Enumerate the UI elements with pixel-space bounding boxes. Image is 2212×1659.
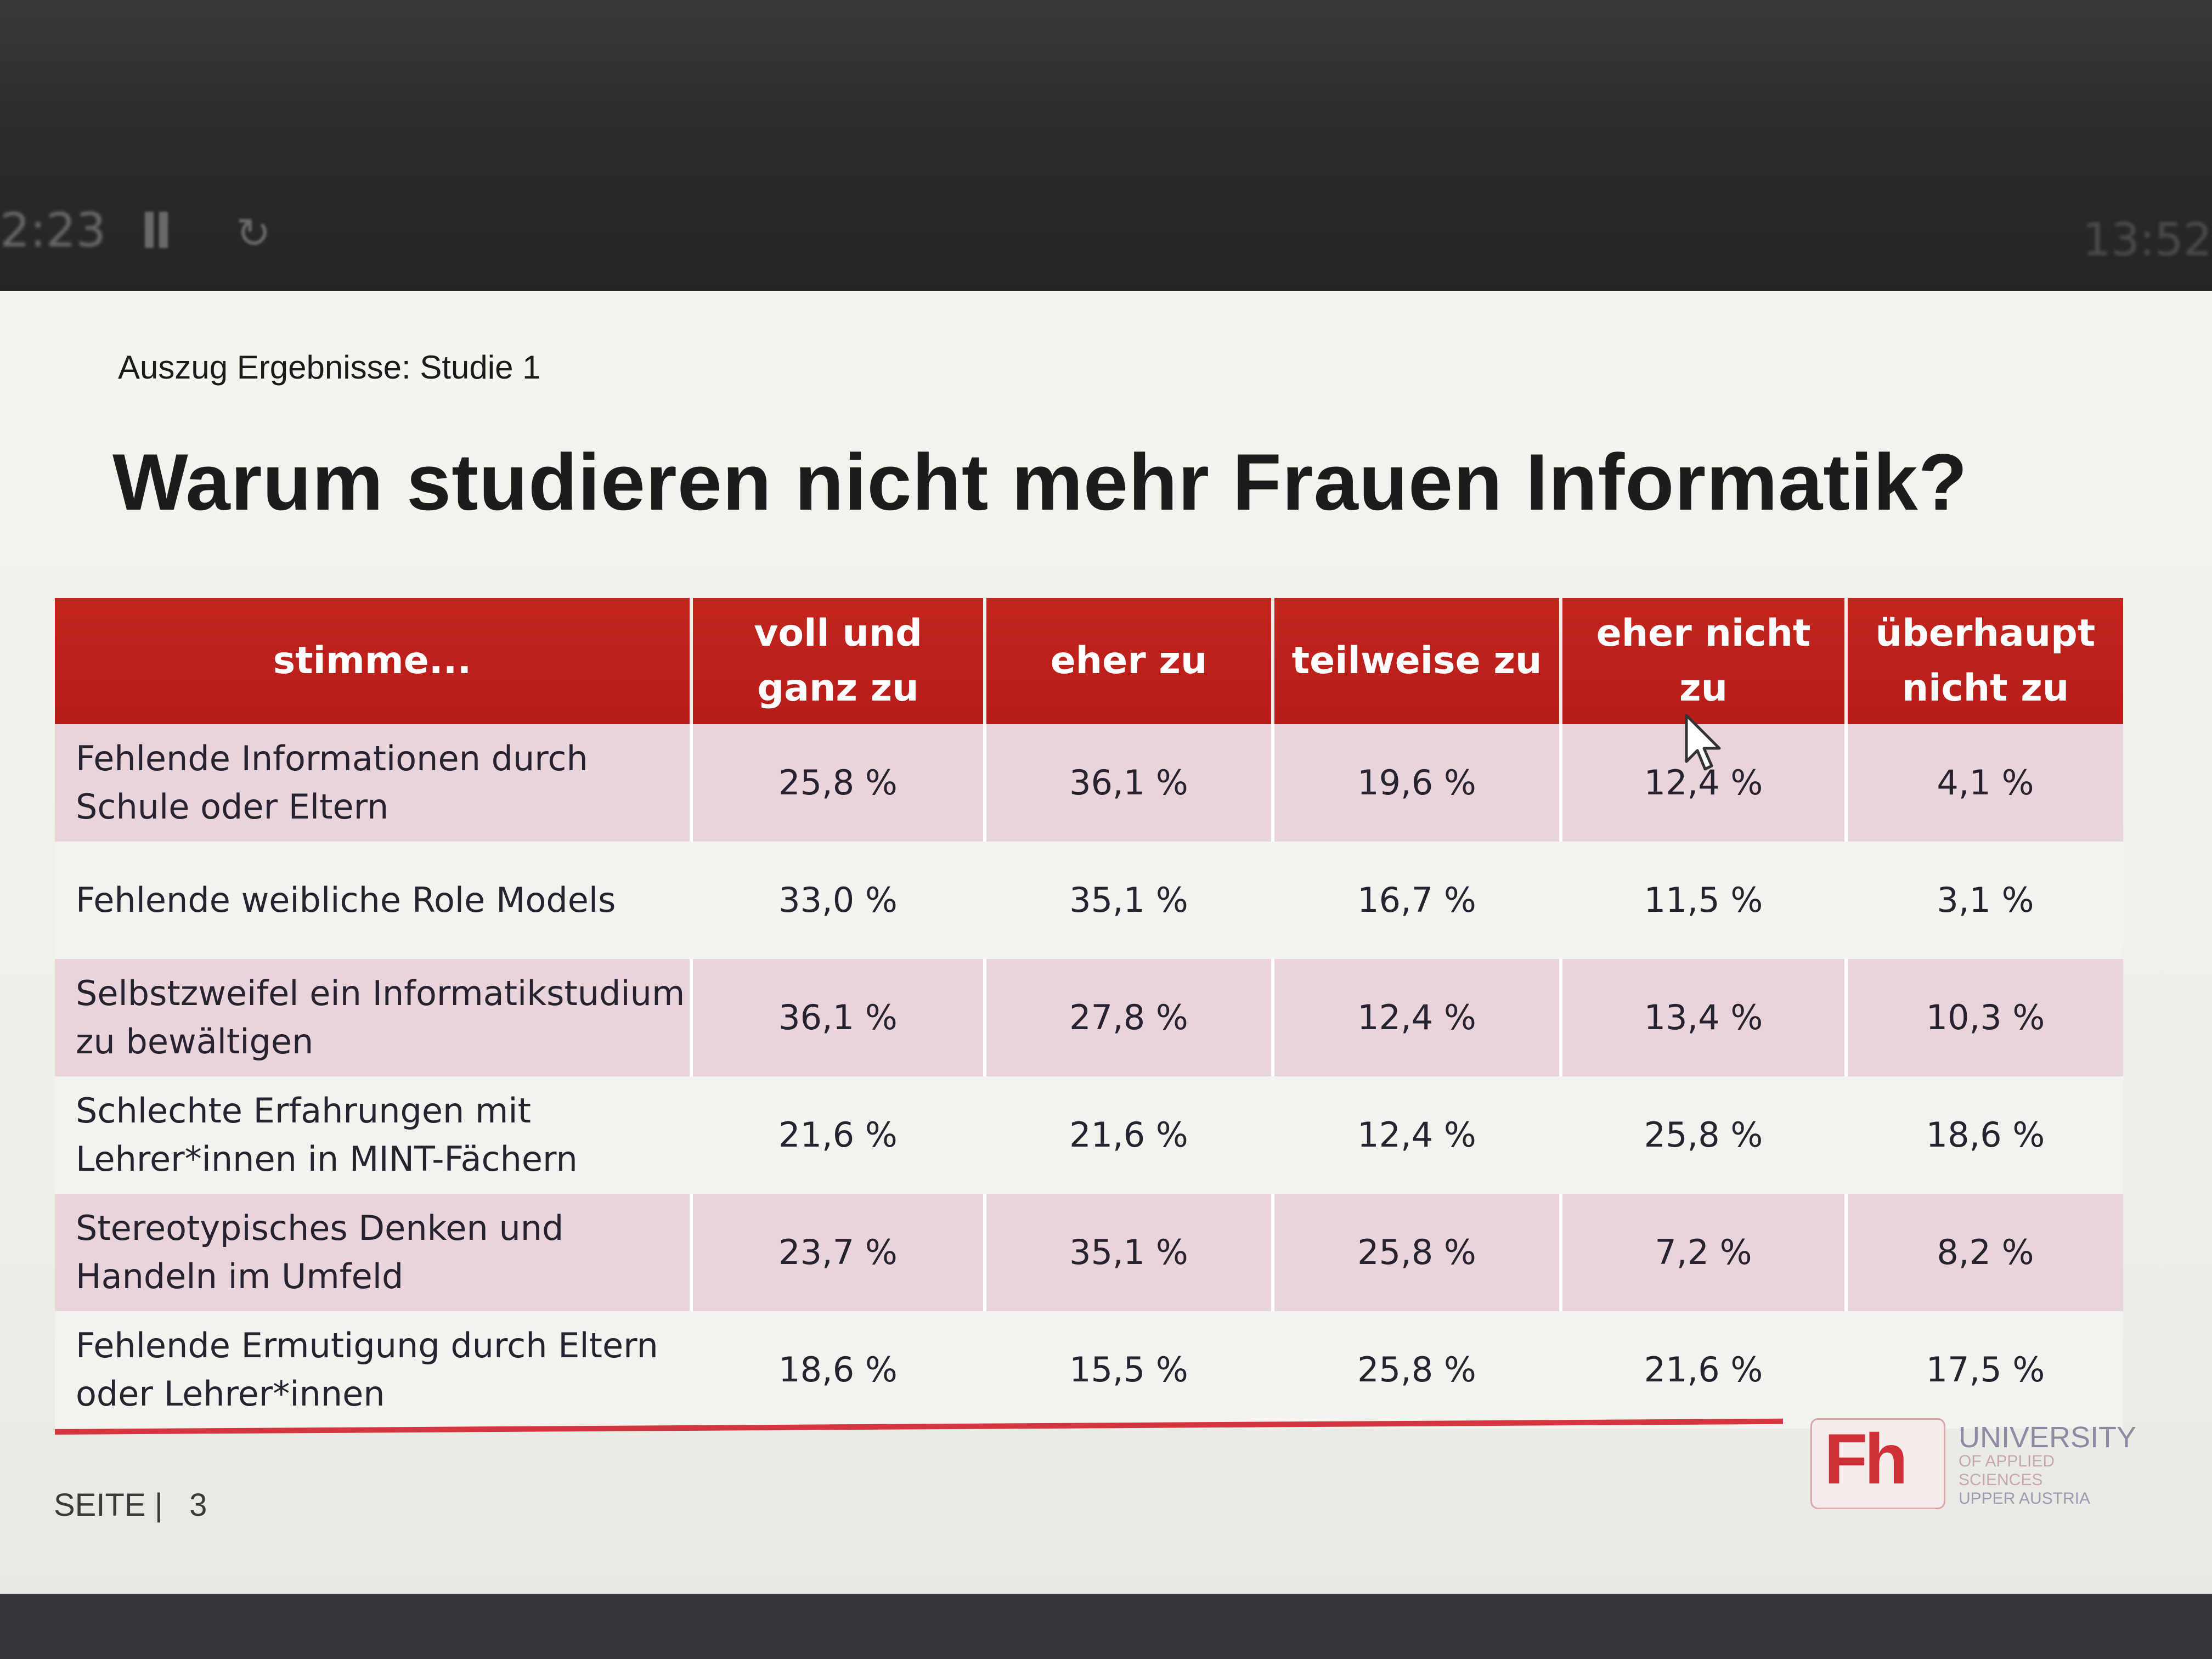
table-cell: 25,8 % [1561, 1076, 1848, 1194]
table-cell: 25,8 % [691, 724, 986, 842]
mouse-cursor-icon [1685, 714, 1721, 771]
presentation-slide: Auszug Ergebnisse: Studie 1 Warum studie… [0, 291, 2212, 1602]
table-cell: 16,7 % [1273, 842, 1562, 959]
header-cell: überhaupt nicht zu [1846, 598, 2123, 724]
table-header-row: stimme... voll und ganz zu eher zu teilw… [55, 598, 2123, 724]
slide-subtitle: Auszug Ergebnisse: Studie 1 [118, 349, 541, 386]
fh-logo-mark: Fh [1810, 1418, 1945, 1509]
table-row: Schlechte Erfahrungen mit Lehrer*innen i… [55, 1076, 2123, 1194]
table-cell: 7,2 % [1561, 1194, 1848, 1311]
row-label: Fehlende Ermutigung durch Eltern oder Le… [55, 1311, 693, 1429]
table-cell: 36,1 % [985, 724, 1274, 842]
table-cell: 8,2 % [1846, 1194, 2123, 1311]
table-cell: 19,6 % [1273, 724, 1562, 842]
page-number: 3 [189, 1487, 207, 1523]
header-cell: stimme... [55, 598, 693, 724]
table-cell: 15,5 % [985, 1311, 1274, 1429]
table-cell: 21,6 % [691, 1076, 986, 1194]
monitor-bottom-bezel [0, 1594, 2212, 1659]
table-cell: 36,1 % [691, 959, 986, 1076]
table-row: Fehlende Ermutigung durch Eltern oder Le… [55, 1311, 2123, 1429]
loop-icon[interactable]: ↻ [236, 208, 271, 257]
media-time-right: 13:52 [2082, 214, 2212, 266]
table-cell: 25,8 % [1273, 1194, 1562, 1311]
logo-text: UNIVERSITY OF APPLIED SCIENCES UPPER AUS… [1959, 1423, 2140, 1508]
row-label: Selbstzweifel ein Informatikstudium zu b… [55, 959, 693, 1076]
table-cell: 13,4 % [1561, 959, 1848, 1076]
page-label: SEITE | [54, 1487, 163, 1523]
logo-line-3: UPPER AUSTRIA [1959, 1489, 2091, 1508]
table-row: Fehlende Informationen durch Schule oder… [55, 724, 2123, 842]
table-row: Selbstzweifel ein Informatikstudium zu b… [55, 959, 2123, 1076]
university-logo: Fh UNIVERSITY OF APPLIED SCIENCES UPPER … [1810, 1418, 2140, 1509]
header-cell: teilweise zu [1273, 598, 1562, 724]
table-cell: 25,8 % [1273, 1311, 1562, 1429]
table-cell: 12,4 % [1273, 1076, 1562, 1194]
table-cell: 27,8 % [985, 959, 1274, 1076]
header-cell: voll und ganz zu [691, 598, 986, 724]
table-cell: 35,1 % [985, 842, 1274, 959]
table-cell: 3,1 % [1846, 842, 2123, 959]
row-label: Schlechte Erfahrungen mit Lehrer*innen i… [55, 1076, 693, 1194]
row-label: Fehlende weibliche Role Models [55, 842, 693, 959]
table-cell: 18,6 % [691, 1311, 986, 1429]
table-cell: 12,4 % [1561, 724, 1848, 842]
header-cell: eher nicht zu [1561, 598, 1848, 724]
table-cell: 11,5 % [1561, 842, 1848, 959]
logo-letters: Fh [1824, 1419, 1908, 1499]
header-cell: eher zu [985, 598, 1274, 724]
results-table: stimme... voll und ganz zu eher zu teilw… [55, 598, 2123, 1429]
table-cell: 33,0 % [691, 842, 986, 959]
row-label: Fehlende Informationen durch Schule oder… [55, 724, 693, 842]
table-cell: 12,4 % [1273, 959, 1562, 1076]
table-row: Fehlende weibliche Role Models 33,0 % 35… [55, 842, 2123, 959]
slide-title: Warum studieren nicht mehr Frauen Inform… [112, 437, 1968, 527]
media-time: 2:23 [0, 203, 106, 258]
table-cell: 21,6 % [1561, 1311, 1848, 1429]
logo-line-2: OF APPLIED SCIENCES [1959, 1452, 2055, 1489]
table-cell: 23,7 % [691, 1194, 986, 1311]
row-label: Stereotypisches Denken und Handeln im Um… [55, 1194, 693, 1311]
table-cell: 10,3 % [1846, 959, 2123, 1076]
table-row: Stereotypisches Denken und Handeln im Um… [55, 1194, 2123, 1311]
table-cell: 18,6 % [1846, 1076, 2123, 1194]
table-cell: 17,5 % [1846, 1311, 2123, 1429]
table-cell: 4,1 % [1846, 724, 2123, 842]
table-cell: 35,1 % [985, 1194, 1274, 1311]
monitor-top-area: 2:23 ↻ 13:52 [0, 0, 2212, 294]
pause-icon[interactable] [143, 212, 171, 248]
table-cell: 21,6 % [985, 1076, 1274, 1194]
page-footer: SEITE | 3 [54, 1487, 207, 1523]
logo-line-1: UNIVERSITY [1959, 1421, 2137, 1454]
